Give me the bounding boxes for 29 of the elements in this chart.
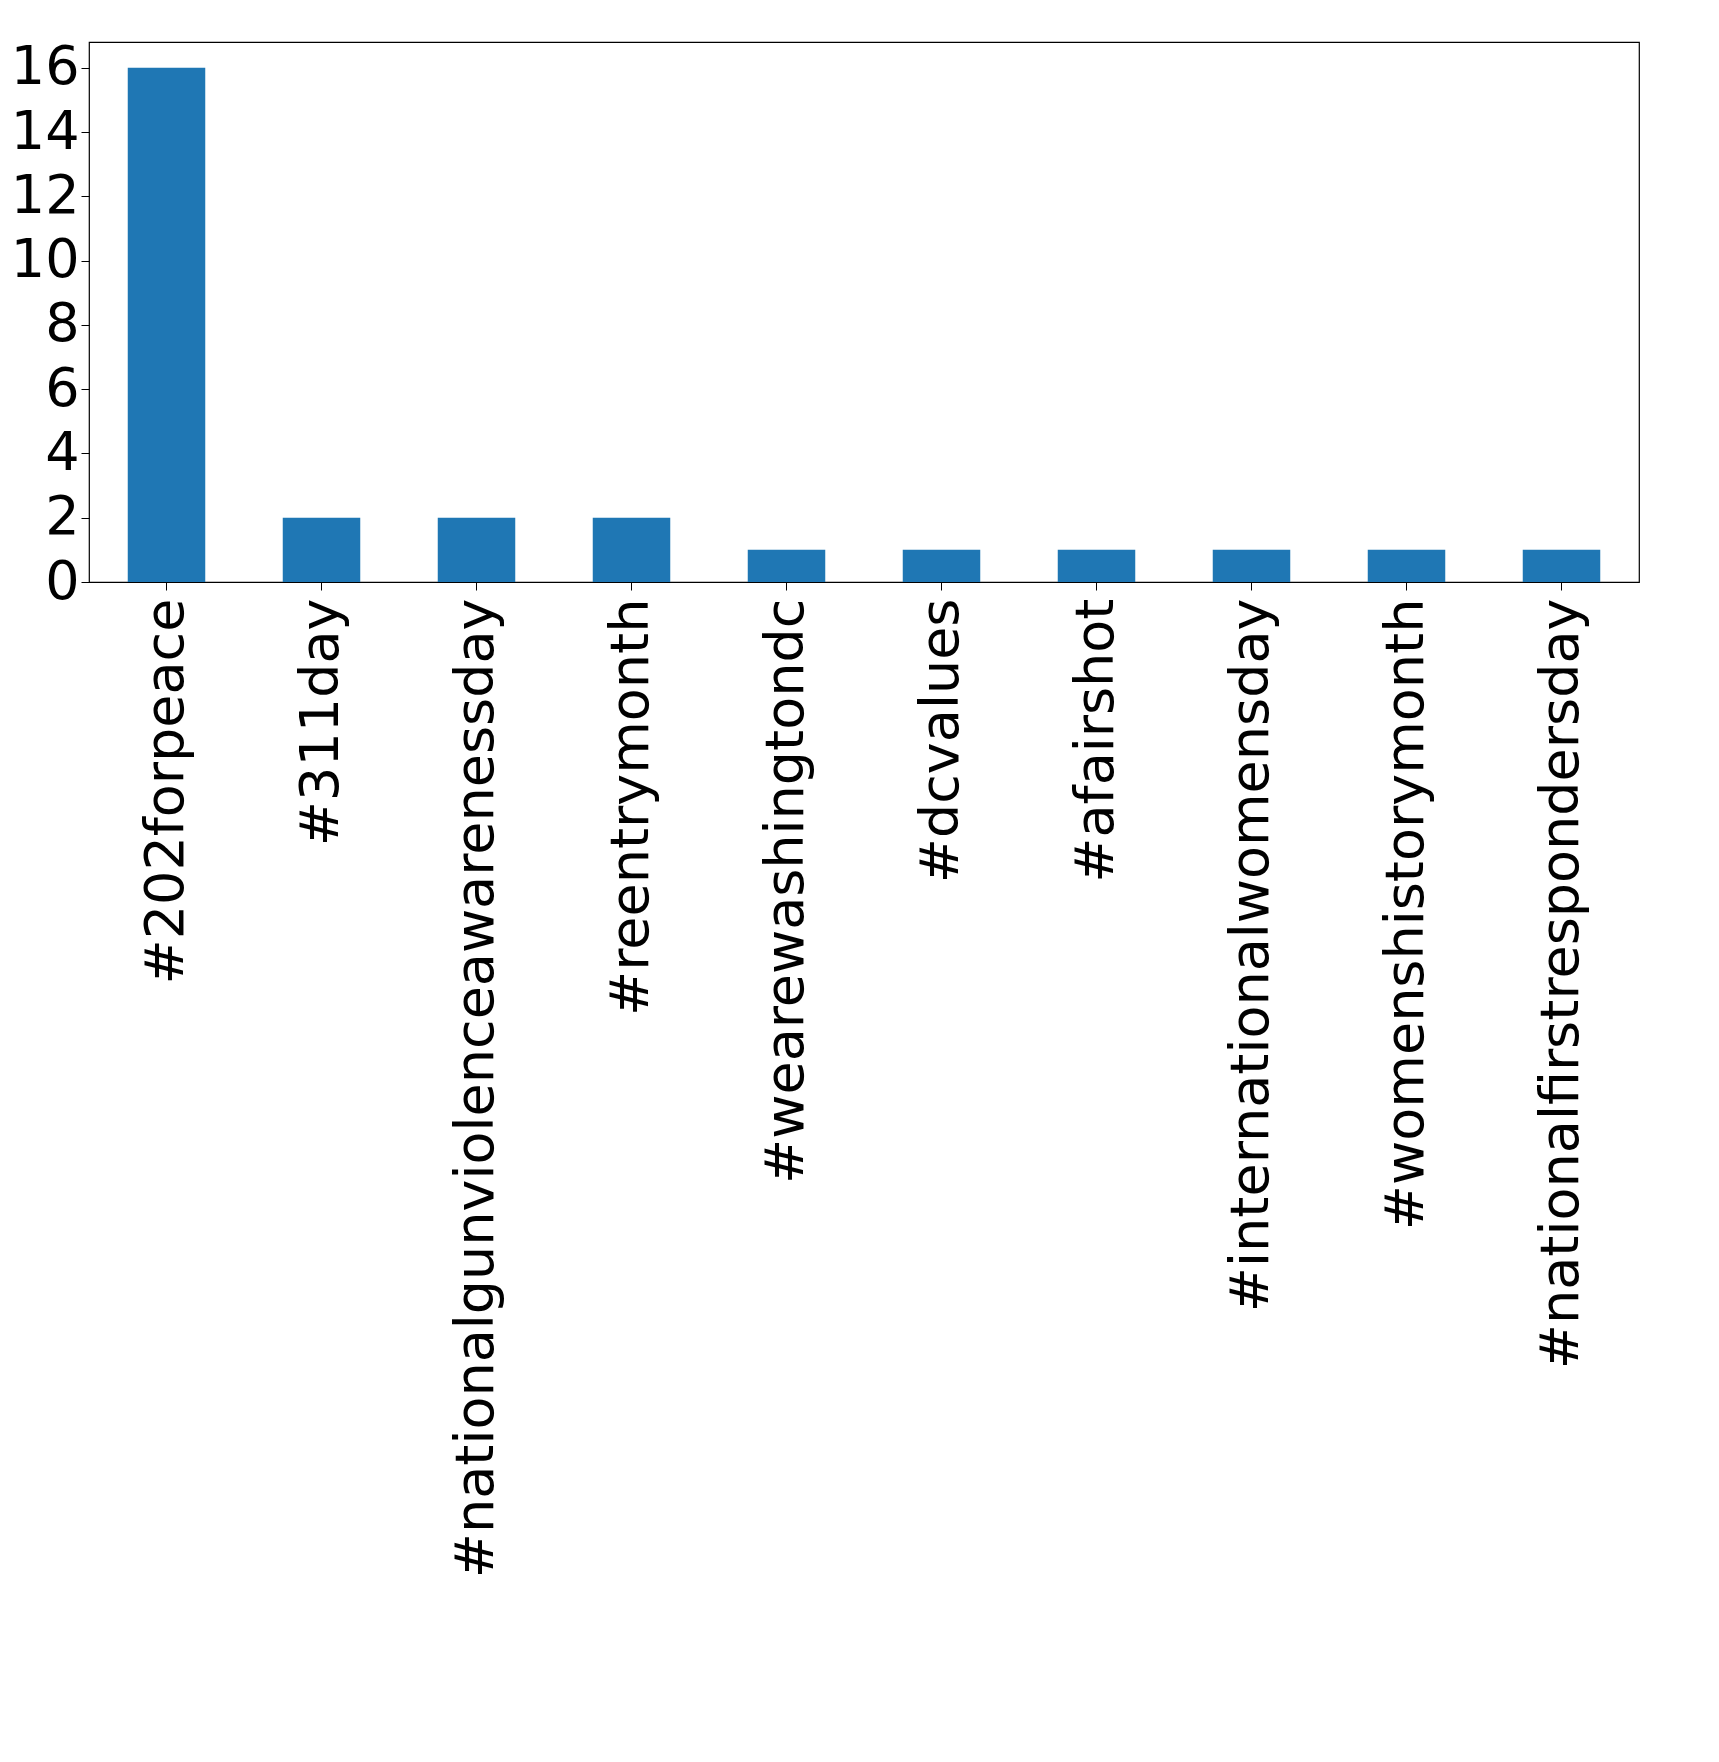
bar	[1522, 549, 1601, 582]
y-tick-label: 4	[45, 419, 80, 483]
x-tick-label: #reentrymonth	[597, 598, 661, 1017]
bar	[127, 67, 206, 582]
bar	[437, 517, 516, 582]
y-tick-label: 10	[10, 227, 80, 291]
x-tick-label: #nationalgunviolenceawarenessday	[442, 598, 506, 1579]
y-tick-label: 16	[10, 34, 80, 98]
bar	[1212, 549, 1291, 582]
bar	[282, 517, 361, 582]
x-tick-label: #dcvalues	[907, 598, 971, 884]
y-tick-label: 8	[45, 291, 80, 355]
x-tick-label: #afairshot	[1062, 598, 1126, 883]
y-tick-label: 6	[45, 355, 80, 419]
bar	[592, 517, 671, 582]
x-tick-label: #internationalwomensday	[1217, 598, 1281, 1313]
bar	[747, 549, 826, 582]
x-tick-label: #nationalfirstrespondersday	[1527, 598, 1591, 1370]
x-tick-label: #wearewashingtondc	[752, 598, 816, 1184]
y-tick-label: 12	[10, 162, 80, 226]
y-tick-label: 0	[45, 548, 80, 612]
x-tick-label: #womenshistorymonth	[1372, 598, 1436, 1231]
bar	[1367, 549, 1446, 582]
y-tick-label: 2	[45, 484, 80, 548]
bar	[1057, 549, 1136, 582]
bar	[902, 549, 981, 582]
y-tick-label: 14	[10, 98, 80, 162]
x-tick-label: #202forpeace	[132, 598, 196, 985]
x-tick-label: #311day	[287, 598, 351, 847]
